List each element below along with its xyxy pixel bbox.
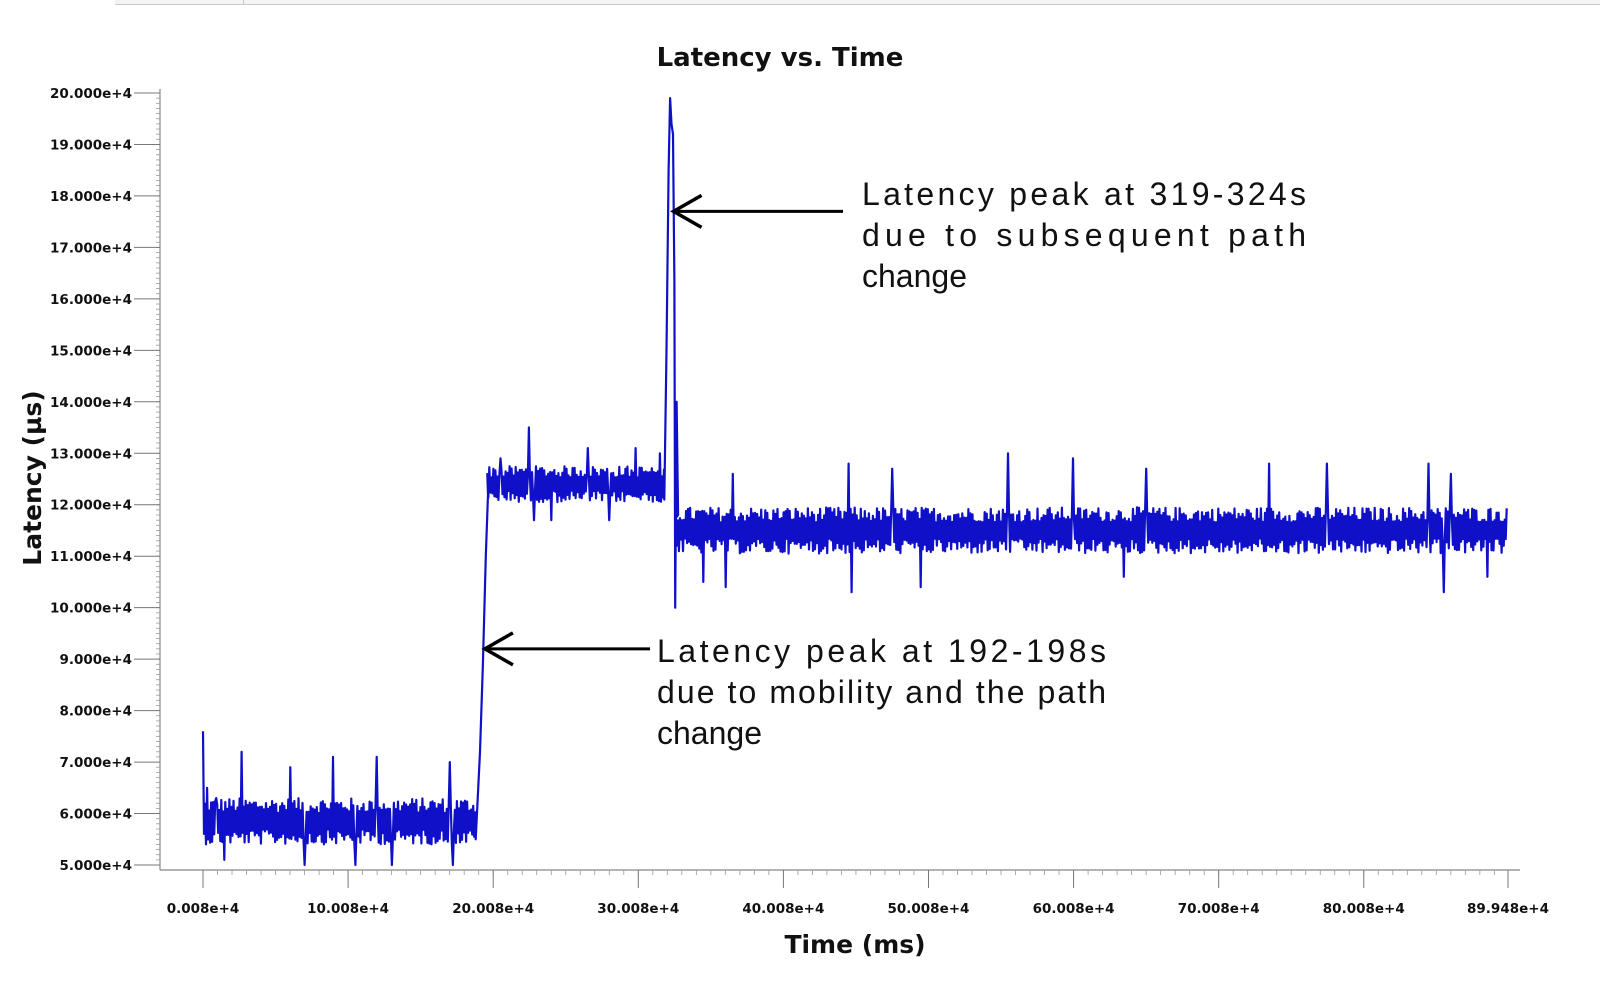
y-tick-label: 14.000e+4 bbox=[50, 395, 132, 411]
y-tick-label: 18.000e+4 bbox=[50, 189, 132, 205]
y-tick-label: 15.000e+4 bbox=[50, 343, 132, 359]
y-tick-label: 16.000e+4 bbox=[50, 292, 132, 308]
y-tick-label: 10.000e+4 bbox=[50, 601, 132, 617]
x-tick-label: 0.008e+4 bbox=[167, 901, 240, 917]
y-tick-label: 7.000e+4 bbox=[59, 755, 132, 771]
y-tick-label: 17.000e+4 bbox=[50, 240, 132, 256]
x-tick-label: 70.008e+4 bbox=[1178, 901, 1260, 917]
annotation-text-line: Latency peak at 192-198s bbox=[657, 633, 1106, 669]
annotation-text-line: Latency peak at 319-324s bbox=[862, 176, 1306, 212]
y-tick-label: 12.000e+4 bbox=[50, 498, 132, 514]
x-tick-label: 20.008e+4 bbox=[452, 901, 534, 917]
chart-title: Latency vs. Time bbox=[657, 43, 904, 73]
annotation-text-line: due to subsequent path bbox=[862, 217, 1306, 253]
x-tick-label: 80.008e+4 bbox=[1323, 901, 1405, 917]
y-tick-label: 19.000e+4 bbox=[50, 137, 132, 153]
annotation-text-line: change bbox=[862, 258, 967, 294]
y-tick-label: 5.000e+4 bbox=[59, 858, 132, 874]
x-tick-label: 40.008e+4 bbox=[742, 901, 824, 917]
y-tick-label: 6.000e+4 bbox=[59, 807, 132, 823]
x-axis-label: Time (ms) bbox=[784, 930, 925, 959]
tick-marks bbox=[134, 92, 1509, 888]
x-tick-label: 30.008e+4 bbox=[597, 901, 679, 917]
tick-labels: 5.000e+4 6.000e+4 7.000e+4 8.000e+4 9.000e+4… bbox=[50, 86, 1549, 917]
annotation-arrow-head bbox=[670, 193, 703, 229]
y-tick-label: 8.000e+4 bbox=[59, 704, 132, 720]
x-tick-label: 89.948e+4 bbox=[1467, 901, 1549, 917]
axes bbox=[159, 89, 1520, 871]
y-tick-label: 11.000e+4 bbox=[50, 549, 132, 565]
annotation-text-line: due to mobility and the path bbox=[657, 674, 1106, 710]
x-tick-label: 10.008e+4 bbox=[307, 901, 389, 917]
series-group bbox=[201, 97, 1508, 867]
latency-series-line bbox=[201, 97, 1508, 867]
x-tick-label: 60.008e+4 bbox=[1033, 901, 1115, 917]
y-tick-label: 9.000e+4 bbox=[59, 652, 132, 668]
annotations: Latency peak at 319-324s due to subsequen… bbox=[481, 176, 1306, 751]
y-tick-label: 20.000e+4 bbox=[50, 86, 132, 102]
top-toolbar-tab[interactable] bbox=[115, 0, 244, 4]
annotation-text-line: change bbox=[657, 715, 762, 751]
y-tick-label: 13.000e+4 bbox=[50, 446, 132, 462]
top-toolbar-strip bbox=[115, 0, 1600, 5]
x-tick-label: 50.008e+4 bbox=[887, 901, 969, 917]
annotation-arrow-head bbox=[481, 631, 514, 667]
y-axis-label: Latency (µs) bbox=[18, 390, 47, 565]
